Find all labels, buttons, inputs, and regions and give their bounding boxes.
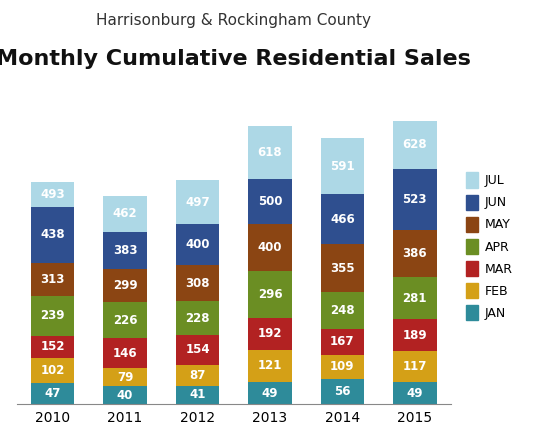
Text: 47: 47 [45,387,61,400]
Bar [248,271,292,317]
Text: 228: 228 [185,312,210,325]
Bar [248,224,292,271]
Text: 79: 79 [117,371,133,384]
Text: 299: 299 [113,279,138,292]
Text: 121: 121 [258,359,282,372]
Bar [393,382,437,404]
Text: 628: 628 [403,139,427,151]
Text: 117: 117 [403,360,427,373]
Bar [176,224,219,266]
Text: 438: 438 [40,228,65,242]
Bar [103,196,147,232]
Bar [176,180,219,224]
Bar [248,179,292,224]
Text: 49: 49 [262,387,278,400]
Bar [176,335,219,365]
Text: 493: 493 [40,188,65,201]
Text: 296: 296 [257,288,282,301]
Bar [393,278,437,319]
Bar [103,302,147,338]
Text: 400: 400 [185,238,210,251]
Bar [248,382,292,404]
Text: 40: 40 [117,388,133,401]
Text: 591: 591 [330,159,355,173]
Text: 500: 500 [258,195,282,208]
Bar [393,169,437,230]
Text: 154: 154 [185,343,210,356]
Bar [31,207,74,263]
Bar [176,301,219,335]
Text: 41: 41 [189,388,206,401]
Bar [321,329,364,355]
Text: Harrisonburg & Rockingham County: Harrisonburg & Rockingham County [96,13,371,28]
Text: 248: 248 [330,304,355,317]
Text: 355: 355 [330,262,355,275]
Bar [393,121,437,169]
Text: 462: 462 [113,207,138,220]
Text: 313: 313 [41,273,65,286]
Text: 281: 281 [403,292,427,305]
Bar [103,369,147,386]
Text: 226: 226 [113,314,138,327]
Text: 49: 49 [406,387,423,400]
Text: 87: 87 [189,369,206,382]
Text: 167: 167 [330,335,355,349]
Bar [321,194,364,244]
Text: 466: 466 [330,213,355,226]
Bar [393,351,437,382]
Bar [176,385,219,404]
Bar [248,349,292,382]
Bar [31,297,74,336]
Bar [393,230,437,278]
Legend: JUL, JUN, MAY, APR, MAR, FEB, JAN: JUL, JUN, MAY, APR, MAR, FEB, JAN [466,172,513,321]
Bar [321,355,364,379]
Bar [321,244,364,292]
Text: 497: 497 [185,195,210,209]
Bar [176,266,219,301]
Bar [103,270,147,302]
Text: 189: 189 [403,329,427,341]
Bar [103,232,147,270]
Bar [103,386,147,404]
Bar [321,138,364,194]
Text: Monthly Cumulative Residential Sales: Monthly Cumulative Residential Sales [0,49,471,69]
Bar [321,292,364,329]
Text: 152: 152 [41,341,65,353]
Bar [248,317,292,349]
Text: 239: 239 [41,309,65,322]
Text: 383: 383 [113,244,138,257]
Text: 56: 56 [334,385,350,398]
Text: 400: 400 [258,241,282,254]
Bar [321,379,364,404]
Text: 618: 618 [257,146,282,159]
Bar [31,358,74,383]
Bar [31,383,74,404]
Text: 386: 386 [403,247,427,260]
Bar [176,365,219,385]
Bar [103,338,147,369]
Bar [393,319,437,351]
Bar [248,126,292,179]
Text: 102: 102 [41,364,65,377]
Text: 308: 308 [185,277,210,290]
Text: 523: 523 [403,193,427,206]
Bar [31,263,74,297]
Text: 192: 192 [258,327,282,340]
Bar [31,336,74,358]
Text: 146: 146 [113,347,138,360]
Text: 109: 109 [330,361,355,373]
Bar [31,182,74,207]
